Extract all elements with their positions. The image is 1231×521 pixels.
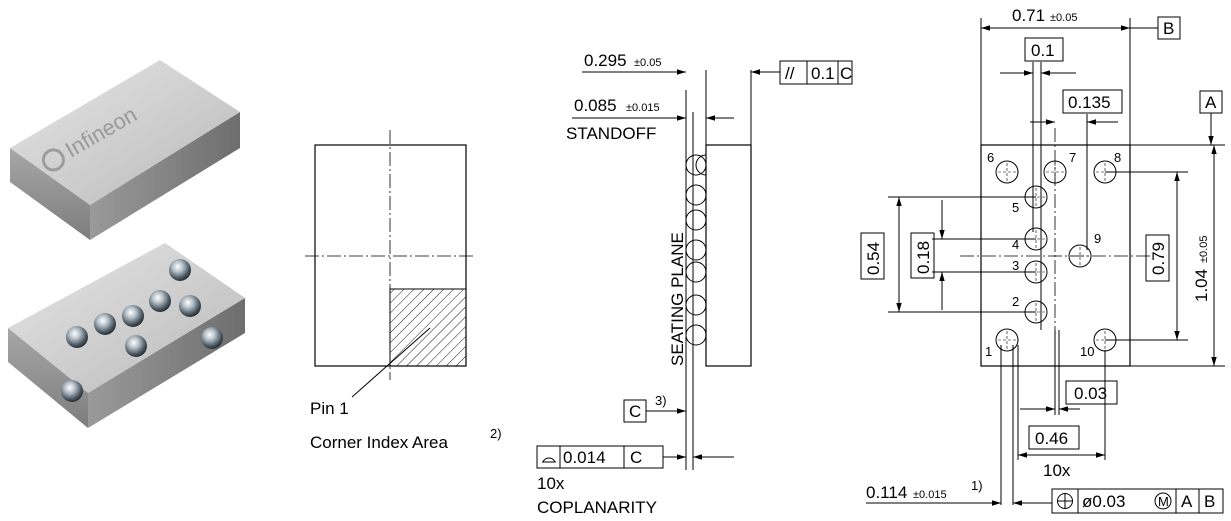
ball-count: 10x	[1043, 461, 1071, 480]
dim-018: 0.18	[914, 241, 933, 274]
standoff-dim: 0.085	[574, 96, 617, 115]
pin-number: 7	[1069, 150, 1076, 165]
dim-079: 0.79	[1149, 242, 1168, 275]
coplanarity-count: 10x	[537, 474, 565, 493]
ball-tol: ±0.015	[913, 489, 947, 501]
parallelism-frame: // 0.1 C	[779, 60, 853, 85]
datum-c-letter: C	[629, 402, 641, 421]
width-tol: ±0.05	[1050, 12, 1077, 24]
datum-b: B	[1157, 16, 1181, 40]
datum-b-letter: B	[1163, 19, 1174, 38]
pin-number: 9	[1094, 231, 1101, 246]
pin-number: 1	[985, 344, 992, 359]
side-balls	[685, 154, 707, 346]
parallel-value: 0.1	[811, 64, 835, 83]
package-photo-bottom	[8, 243, 245, 428]
thickness-dim: 0.295	[584, 51, 627, 70]
dim-003: 0.03	[1074, 384, 1107, 403]
pin-numbers: 6 7 8 5 4 9 3 2 1 10	[985, 150, 1121, 359]
position-datum-a: A	[1181, 492, 1193, 511]
position-tol-value: ø0.03	[1082, 492, 1125, 511]
width-dim: 0.71	[1012, 6, 1045, 25]
pin-number: 6	[987, 150, 994, 165]
dim-046: 0.46	[1035, 429, 1068, 448]
pin1-top-view: Pin 1 Corner Index Area 2)	[305, 130, 502, 452]
dim-054: 0.54	[864, 242, 883, 275]
ball-dim: 0.114	[866, 483, 907, 502]
pin-number: 8	[1114, 150, 1121, 165]
footnote-3: 3)	[655, 393, 667, 408]
parallel-datum: C	[840, 64, 852, 83]
dim-01: 0.1	[1031, 41, 1055, 60]
corner-index-label: Corner Index Area	[310, 433, 449, 452]
height-tol: ±0.05	[1198, 236, 1210, 263]
datum-c: C 3)	[623, 393, 686, 423]
solder-balls	[61, 259, 223, 402]
pin-number: 5	[1012, 200, 1019, 215]
footnote-1: 1)	[971, 478, 983, 493]
coplanarity-value: 0.014	[563, 448, 606, 467]
pin-number: 4	[1012, 237, 1019, 252]
parallel-symbol: //	[785, 64, 795, 83]
coplanarity-datum: C	[630, 448, 642, 467]
pin-number: 3	[1012, 258, 1019, 273]
seating-plane-label: SEATING PLANE	[668, 232, 687, 366]
bottom-balls	[995, 160, 1117, 352]
mmc-symbol: M	[1158, 494, 1169, 509]
coplanarity-frame: 0.014 C	[536, 445, 734, 469]
datum-a: A	[1130, 90, 1225, 146]
datum-a-letter: A	[1205, 93, 1217, 112]
position-tolerance-frame: ø0.03 M A B	[1051, 488, 1224, 514]
thickness-tol: ±0.05	[634, 57, 661, 69]
standoff-tol: ±0.015	[626, 102, 660, 114]
pin-number: 10	[1080, 344, 1094, 359]
package-photo-top: Infineon	[10, 60, 240, 240]
side-view: 0.295 ±0.05 // 0.1 C 0.085 ±0.015 STANDO…	[536, 51, 853, 517]
height-dim: 1.04	[1192, 269, 1211, 302]
position-datum-b: B	[1204, 492, 1215, 511]
footnote-2: 2)	[490, 426, 502, 441]
pin-number: 2	[1012, 294, 1019, 309]
coplanarity-label: COPLANARITY	[537, 498, 657, 517]
dim-0135: 0.135	[1068, 93, 1111, 112]
pin1-label: Pin 1	[310, 399, 349, 418]
bottom-view: 0.71 ±0.05 B 0.1 0.135 A 1.04 ±0.05	[860, 6, 1225, 514]
standoff-label: STANDOFF	[566, 124, 656, 143]
